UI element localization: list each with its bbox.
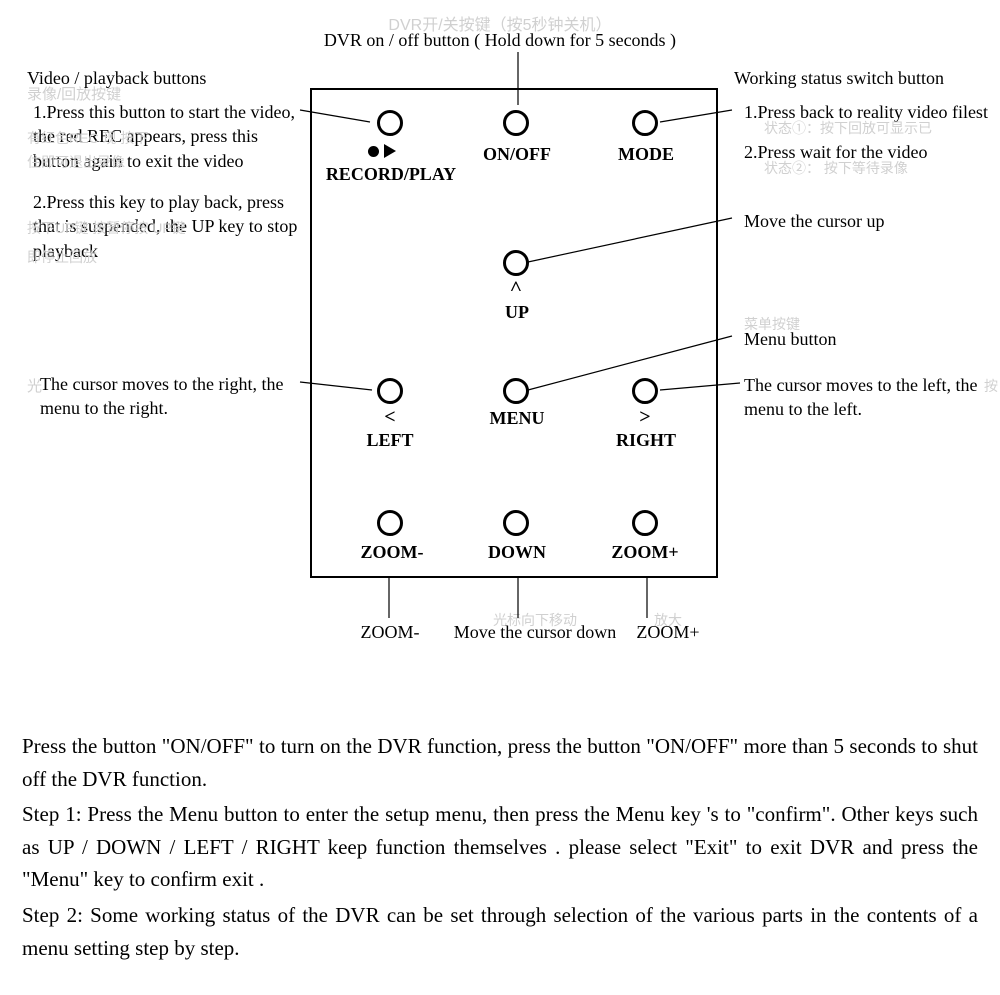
- mode-button[interactable]: [632, 110, 658, 136]
- ghost-left-body2: 住即可退出录像: [27, 152, 125, 172]
- zoom-plus-button[interactable]: [632, 510, 658, 536]
- left-chevron-icon: <: [367, 406, 413, 429]
- on-off-label: ON/OFF: [467, 144, 567, 165]
- instruction-p1: Press the button "ON/OFF" to turn on the…: [22, 730, 978, 795]
- right-cursor-left: The cursor moves to the left, the menu t…: [744, 373, 994, 422]
- record-dot-icon: [368, 146, 379, 157]
- instruction-p2: Step 1: Press the Menu button to enter t…: [22, 798, 978, 896]
- ghost-left-body3: 按下UP键 按暂停按 UP键: [27, 218, 186, 238]
- zoom-minus-button[interactable]: [377, 510, 403, 536]
- record-play-button[interactable]: [377, 110, 403, 136]
- bottom-zoom-minus: ZOOM-: [340, 622, 440, 643]
- zoom-minus-label: ZOOM-: [342, 542, 442, 563]
- ghost-right-item2: 状态②： 按下等待录像: [764, 158, 908, 178]
- bottom-zoom-plus: ZOOM+: [618, 622, 718, 643]
- ghost-right-cursor: 按: [984, 376, 998, 396]
- record-play-symbols: [368, 144, 396, 158]
- top-label: DVR on / off button ( Hold down for 5 se…: [0, 30, 1000, 51]
- right-button[interactable]: [632, 378, 658, 404]
- zoom-plus-label: ZOOM+: [595, 542, 695, 563]
- right-title: Working status switch button: [734, 66, 944, 90]
- left-label: LEFT: [352, 430, 428, 451]
- bottom-down: Move the cursor down: [450, 622, 620, 643]
- up-chevron-icon: ˄: [493, 276, 539, 299]
- on-off-button[interactable]: [503, 110, 529, 136]
- left-title: Video / playback buttons: [27, 66, 206, 90]
- button-panel: RECORD/PLAY ON/OFF MODE ˄ UP < LEFT MENU…: [310, 88, 718, 578]
- play-triangle-icon: [384, 144, 396, 158]
- right-cursor-up: Move the cursor up: [744, 209, 884, 233]
- left-cursor-note: The cursor moves to the right, the menu …: [40, 372, 300, 421]
- down-button[interactable]: [503, 510, 529, 536]
- right-chevron-icon: >: [622, 406, 668, 429]
- right-menu-btn: Menu button: [744, 327, 837, 351]
- instruction-p3: Step 2: Some working status of the DVR c…: [22, 899, 978, 964]
- right-label: RIGHT: [606, 430, 686, 451]
- ghost-left-body1: 有红色REC 现 按下: [27, 128, 148, 148]
- mode-label: MODE: [596, 144, 696, 165]
- left-button[interactable]: [377, 378, 403, 404]
- up-label: UP: [482, 302, 552, 323]
- record-play-label: RECORD/PLAY: [316, 164, 466, 185]
- ghost-left-body4: 即停止回放: [27, 247, 97, 267]
- down-label: DOWN: [472, 542, 562, 563]
- menu-label: MENU: [472, 408, 562, 429]
- up-button[interactable]: [503, 250, 529, 276]
- menu-button[interactable]: [503, 378, 529, 404]
- ghost-right-item1: 状态①：按下回放可显示已: [764, 118, 932, 138]
